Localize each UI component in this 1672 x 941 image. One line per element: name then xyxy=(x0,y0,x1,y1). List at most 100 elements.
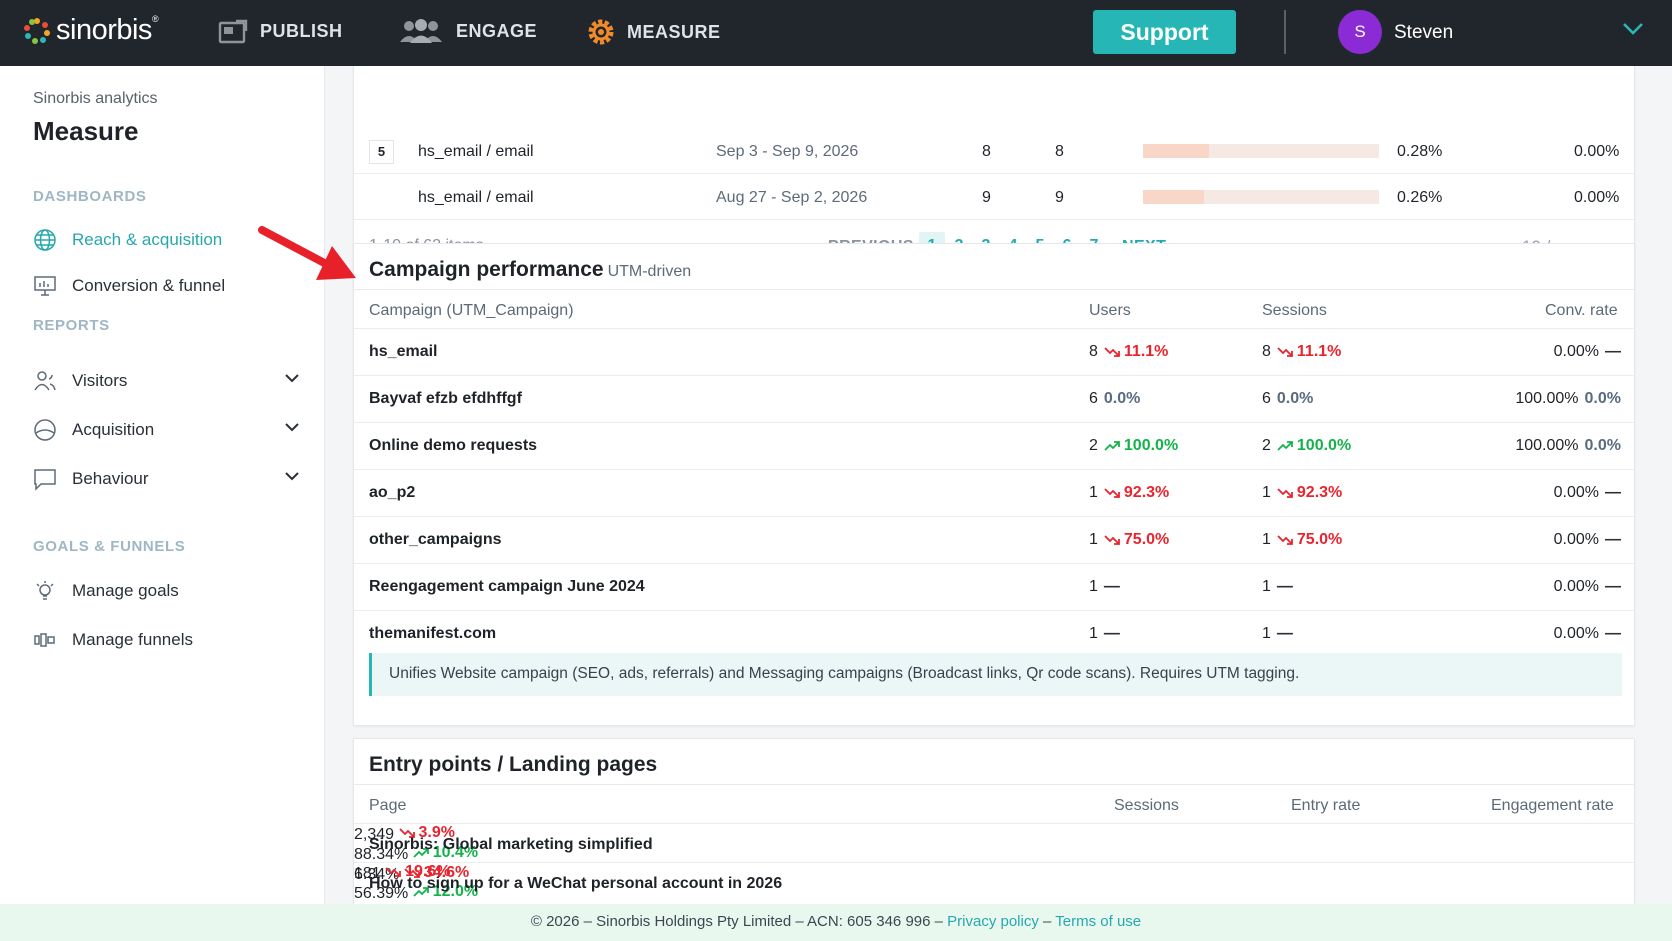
metric-delta: — xyxy=(1277,625,1293,643)
sidebar-item-label: Manage funnels xyxy=(72,630,193,649)
table-row[interactable]: hs_email 8 11.1% 8 11.1% 0.00% — xyxy=(354,328,1636,375)
campaign-name: other_campaigns xyxy=(369,531,502,548)
nav-publish[interactable]: PUBLISH xyxy=(218,18,343,44)
chevron-down-icon[interactable] xyxy=(284,372,300,384)
table-row[interactable]: ao_p2 1 92.3% 1 92.3% 0.00% — xyxy=(354,469,1636,516)
sidebar-item-conversion[interactable]: Conversion & funnel xyxy=(32,271,300,301)
sidebar-item-manage-goals[interactable]: Manage goals xyxy=(32,576,300,606)
chevron-down-icon[interactable] xyxy=(1622,22,1644,36)
chevron-down-icon[interactable] xyxy=(284,421,300,433)
metric-cell: 0.00% — xyxy=(1554,578,1621,596)
delta-value: 0.0% xyxy=(1276,390,1314,407)
nav-publish-label: PUBLISH xyxy=(260,20,343,41)
nav-engage[interactable]: ENGAGE xyxy=(398,18,537,44)
terms-of-use-link[interactable]: Terms of use xyxy=(1055,913,1142,930)
metric-delta: 75.0% xyxy=(1277,531,1342,549)
sidebar-item-label: Conversion & funnel xyxy=(72,276,226,295)
metric-value: 6 xyxy=(1089,390,1098,407)
row-share: 0.28% xyxy=(1397,143,1443,160)
table-row[interactable]: Bayvaf efzb efdhffgf 6 0.0% 6 0.0% 100.0… xyxy=(354,375,1636,422)
page-name: How to sign up for a WeChat personal acc… xyxy=(369,875,783,892)
metric-cell: 1 — xyxy=(1089,625,1120,643)
delta-value: 75.0% xyxy=(1296,531,1343,548)
metric-cell: 181 19.6% xyxy=(354,863,1636,883)
column-header-sessions[interactable]: Sessions xyxy=(1262,302,1327,319)
user-name[interactable]: Steven xyxy=(1394,22,1454,43)
row-value-b: 8 xyxy=(1055,143,1064,160)
metric-delta: — xyxy=(1605,578,1621,596)
column-header-conv-rate[interactable]: Conv. rate xyxy=(1545,302,1618,319)
column-header-entry-rate[interactable]: Entry rate xyxy=(1291,797,1361,814)
share-bar-fill xyxy=(1143,190,1205,204)
metric-delta: 34.6% xyxy=(404,864,469,882)
card-title-text: Campaign performance xyxy=(369,258,604,281)
metric-value: 56.39% xyxy=(354,885,409,902)
metric-delta: 0.0% xyxy=(1277,390,1313,408)
sidebar-item-visitors[interactable]: Visitors xyxy=(32,366,300,396)
footer-separator: – xyxy=(1043,913,1052,930)
table-row[interactable]: Sinorbis: Global marketing simplified 2,… xyxy=(354,823,1636,883)
sidebar-item-label: Reach & acquisition xyxy=(72,230,223,249)
trend-down-icon xyxy=(404,868,420,878)
campaign-name: themanifest.com xyxy=(369,625,497,642)
delta-value: 92.3% xyxy=(1296,484,1343,501)
sidebar-app-name: Sinorbis analytics xyxy=(33,90,158,107)
trend-up-icon xyxy=(1104,441,1120,451)
sinorbis-logo[interactable]: sinorbis® xyxy=(24,14,159,47)
sidebar-item-reach[interactable]: Reach & acquisition xyxy=(32,225,300,255)
column-header-campaign[interactable]: Campaign (UTM_Campaign) xyxy=(369,302,574,319)
table-row[interactable]: 5 hs_email / email Sep 3 - Sep 9, 2026 8… xyxy=(354,128,1636,174)
metric-delta: 0.0% xyxy=(1585,390,1621,408)
sidebar-item-acquisition[interactable]: Acquisition xyxy=(32,415,300,445)
nav-measure[interactable]: MEASURE xyxy=(587,18,721,46)
nav-engage-label: ENGAGE xyxy=(456,20,538,41)
column-header-sessions[interactable]: Sessions xyxy=(1114,797,1179,814)
avatar[interactable]: S xyxy=(1338,10,1382,54)
privacy-policy-link[interactable]: Privacy policy xyxy=(947,913,1039,930)
metric-cell: 1 92.3% xyxy=(1262,484,1342,502)
people-icon xyxy=(400,19,442,43)
gear-icon xyxy=(588,19,614,45)
sidebar-item-manage-funnels[interactable]: Manage funnels xyxy=(32,625,300,655)
metric-delta: — xyxy=(1605,484,1621,502)
sidebar-item-label: Behaviour xyxy=(72,469,149,488)
metric-value: 2,349 xyxy=(354,826,395,843)
page-name: Sinorbis: Global marketing simplified xyxy=(369,836,653,853)
table-row[interactable]: other_campaigns 1 75.0% 1 75.0% 0.00% — xyxy=(354,516,1636,563)
delta-value: 34.6% xyxy=(423,864,470,881)
metric-value: 100.00% xyxy=(1515,437,1579,454)
chevron-down-icon[interactable] xyxy=(284,470,300,482)
delta-value: — xyxy=(1605,531,1621,548)
table-row[interactable]: How to sign up for a WeChat personal acc… xyxy=(354,862,1636,904)
metric-cell: 2,349 3.9% xyxy=(354,824,1636,844)
metric-value: 0.00% xyxy=(1553,625,1599,642)
metric-value: 181 xyxy=(354,865,381,882)
trend-down-icon xyxy=(1104,535,1120,545)
table-row[interactable]: Reengagement campaign June 2024 1 — 1 — … xyxy=(354,563,1636,610)
campaign-name: hs_email xyxy=(369,343,438,360)
table-row[interactable]: hs_email / email Aug 27 - Sep 2, 2026 9 … xyxy=(354,174,1636,220)
sidebar-item-behaviour[interactable]: Behaviour xyxy=(32,464,300,494)
table-row[interactable]: Online demo requests 2 100.0% 2 100.0% 1… xyxy=(354,422,1636,469)
share-bar xyxy=(1143,144,1379,158)
metric-delta: — xyxy=(1104,625,1120,643)
sidebar-item-label: Acquisition xyxy=(72,420,155,439)
metric-delta: — xyxy=(1605,531,1621,549)
delta-value: 28.9% xyxy=(424,903,469,904)
rank-badge: 5 xyxy=(369,140,394,164)
globe-icon xyxy=(32,227,58,253)
support-button[interactable]: Support xyxy=(1093,10,1236,54)
nav-divider xyxy=(1284,10,1286,54)
divider xyxy=(354,784,1636,785)
delta-value: — xyxy=(1276,625,1293,642)
column-header-engagement-rate[interactable]: Engagement rate xyxy=(1491,797,1614,814)
trend-down-icon xyxy=(1104,488,1120,498)
metric-value: 1 xyxy=(1089,578,1098,595)
share-bar xyxy=(1143,190,1379,204)
column-header-users[interactable]: Users xyxy=(1089,302,1131,319)
table-row[interactable]: themanifest.com 1 — 1 — 0.00% — xyxy=(354,610,1636,657)
column-header-page[interactable]: Page xyxy=(369,797,407,814)
trend-down-icon xyxy=(398,828,415,838)
users-icon xyxy=(32,368,58,394)
metric-value: 1 xyxy=(1262,578,1271,595)
